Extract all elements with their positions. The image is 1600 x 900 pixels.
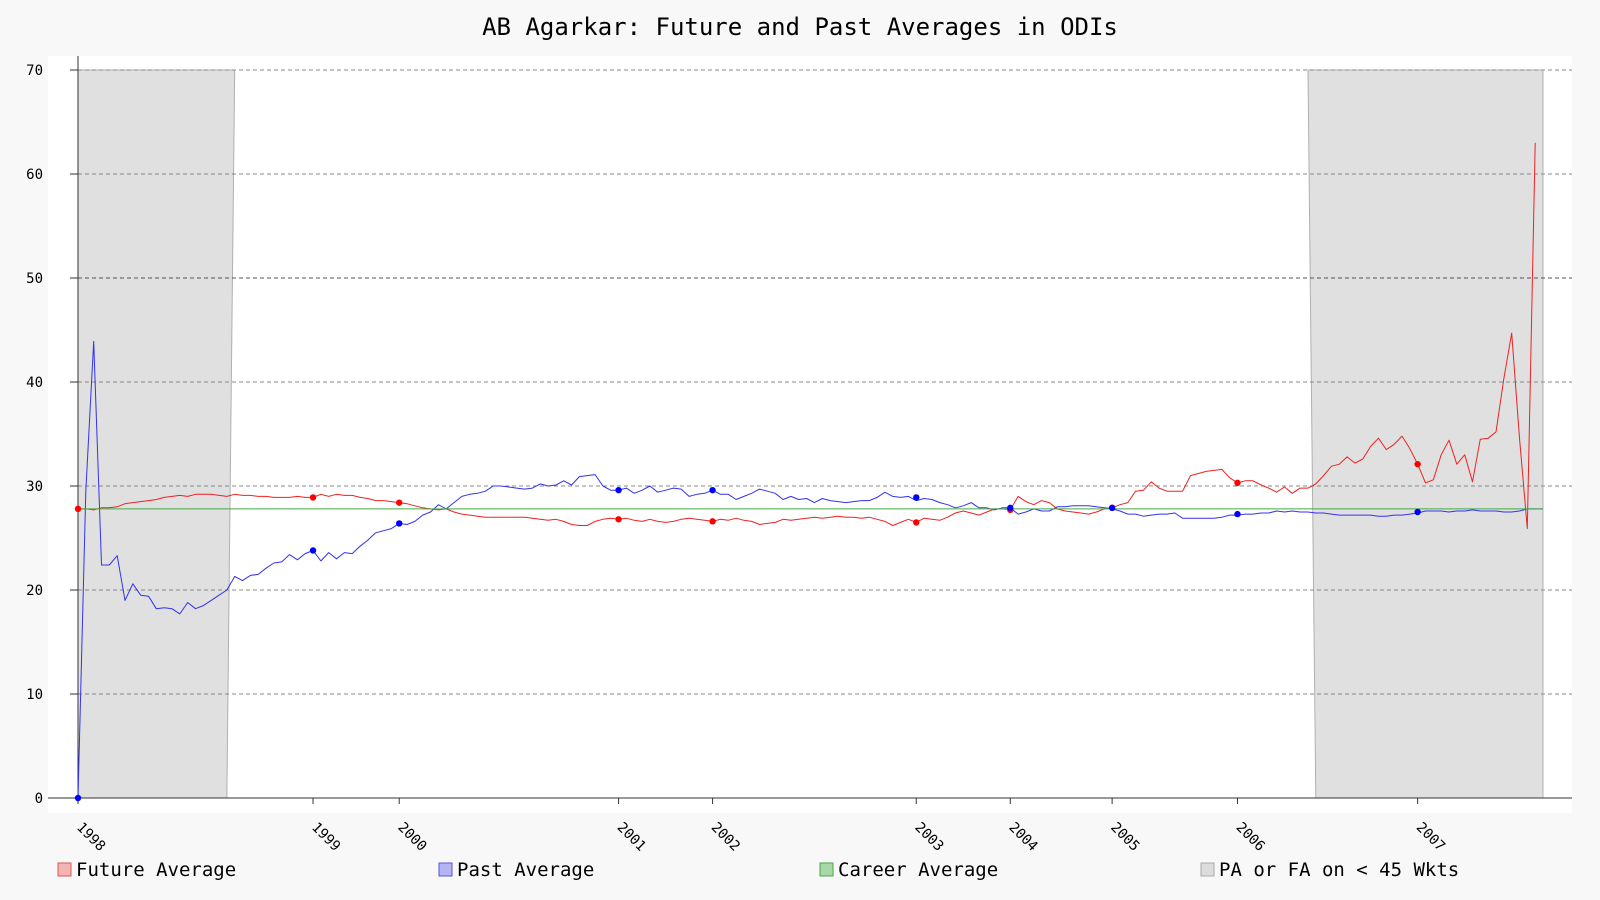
y-tick-label: 70	[26, 63, 43, 79]
marker-past-average	[615, 486, 622, 494]
series-line-past-average	[77, 340, 1543, 799]
grid-lines	[78, 69, 1572, 695]
marker-future-average	[1414, 460, 1421, 468]
legend-label: PA or FA on < 45 Wkts	[1219, 859, 1459, 881]
marker-past-average	[913, 494, 920, 501]
y-tick-label: 50	[26, 271, 43, 287]
shaded-region-2	[1307, 69, 1544, 799]
y-tick-label: 0	[35, 791, 43, 807]
legend-swatch	[57, 862, 72, 877]
axes	[48, 56, 1572, 799]
marker-past-average	[396, 520, 403, 527]
y-tick-label: 10	[26, 687, 43, 703]
marker-past-average	[1108, 504, 1116, 512]
y-tick-label: 30	[26, 479, 43, 495]
series-lines	[77, 142, 1543, 799]
legend-swatch	[438, 862, 453, 877]
marker-future-average	[913, 519, 920, 526]
marker-future-average	[709, 518, 716, 525]
marker-future-average	[74, 505, 82, 513]
shaded-region-1	[77, 69, 236, 799]
marker-past-average	[74, 794, 82, 802]
legend-label: Future Average	[76, 859, 236, 881]
y-tick-label: 20	[26, 583, 43, 599]
y-tick-labels: 0 10 20 30 40 50 60 70	[26, 63, 78, 807]
marker-past-average	[709, 486, 716, 494]
shaded-regions	[77, 69, 1544, 799]
marker-future-average	[396, 499, 403, 506]
marker-future-average	[309, 494, 317, 501]
marker-future-average	[1234, 479, 1241, 487]
chart-title: AB Agarkar: Future and Past Averages in …	[482, 13, 1118, 41]
marker-past-average	[1414, 508, 1421, 516]
y-tick-label: 60	[26, 167, 43, 183]
legend-label: Past Average	[457, 859, 594, 881]
legend: Future Average Past Average Career Average…	[57, 859, 1459, 881]
series-markers	[74, 460, 1421, 802]
legend-label: Career Average	[838, 859, 998, 881]
legend-swatch	[1200, 862, 1215, 877]
marker-past-average	[309, 547, 317, 554]
series-line-future-average	[78, 142, 1536, 530]
marker-future-average	[615, 516, 622, 523]
marker-past-average	[1234, 510, 1241, 518]
legend-swatch	[819, 862, 834, 877]
y-tick-label: 40	[26, 375, 43, 391]
marker-past-average	[1007, 504, 1014, 512]
